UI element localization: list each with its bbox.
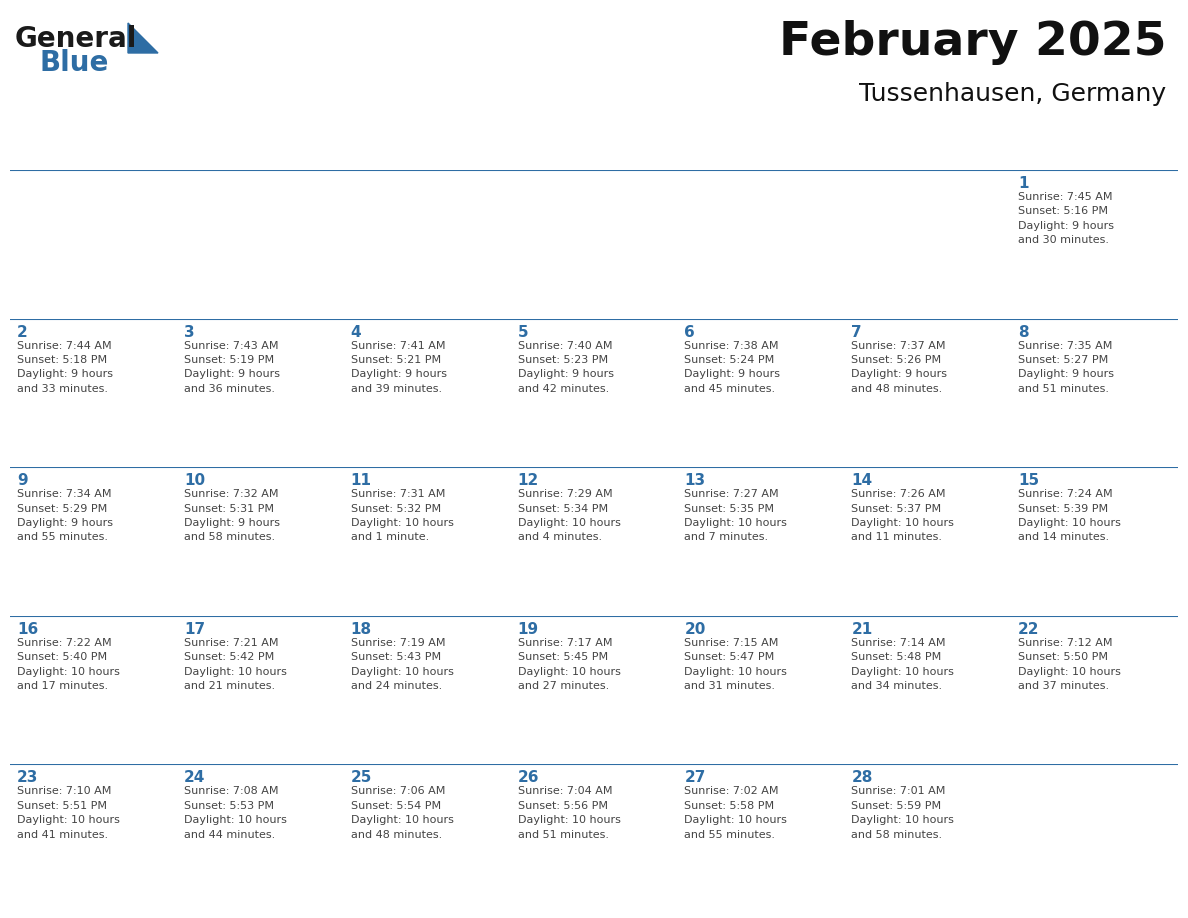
Text: Sunrise: 7:15 AM
Sunset: 5:47 PM
Daylight: 10 hours
and 31 minutes.: Sunrise: 7:15 AM Sunset: 5:47 PM Dayligh…	[684, 638, 788, 691]
Text: 2: 2	[17, 325, 27, 340]
Text: February 2025: February 2025	[779, 20, 1167, 65]
Text: 25: 25	[350, 770, 372, 786]
Text: Blue: Blue	[40, 49, 109, 77]
Text: 21: 21	[852, 621, 872, 637]
Text: Sunrise: 7:21 AM
Sunset: 5:42 PM
Daylight: 10 hours
and 21 minutes.: Sunrise: 7:21 AM Sunset: 5:42 PM Dayligh…	[184, 638, 286, 691]
Text: Sunrise: 7:32 AM
Sunset: 5:31 PM
Daylight: 9 hours
and 58 minutes.: Sunrise: 7:32 AM Sunset: 5:31 PM Dayligh…	[184, 489, 280, 543]
Text: 22: 22	[1018, 621, 1040, 637]
Polygon shape	[128, 23, 158, 53]
Text: 23: 23	[17, 770, 38, 786]
Text: Sunday: Sunday	[20, 142, 80, 158]
Text: Monday: Monday	[187, 142, 249, 158]
Text: Sunrise: 7:01 AM
Sunset: 5:59 PM
Daylight: 10 hours
and 58 minutes.: Sunrise: 7:01 AM Sunset: 5:59 PM Dayligh…	[852, 787, 954, 840]
Text: 7: 7	[852, 325, 862, 340]
Text: Sunrise: 7:26 AM
Sunset: 5:37 PM
Daylight: 10 hours
and 11 minutes.: Sunrise: 7:26 AM Sunset: 5:37 PM Dayligh…	[852, 489, 954, 543]
Text: Thursday: Thursday	[688, 142, 762, 158]
Text: Tuesday: Tuesday	[354, 142, 419, 158]
Text: Sunrise: 7:12 AM
Sunset: 5:50 PM
Daylight: 10 hours
and 37 minutes.: Sunrise: 7:12 AM Sunset: 5:50 PM Dayligh…	[1018, 638, 1121, 691]
Text: Sunrise: 7:38 AM
Sunset: 5:24 PM
Daylight: 9 hours
and 45 minutes.: Sunrise: 7:38 AM Sunset: 5:24 PM Dayligh…	[684, 341, 781, 394]
Text: 28: 28	[852, 770, 873, 786]
Text: General: General	[15, 25, 138, 53]
Text: 10: 10	[184, 473, 206, 488]
Text: 5: 5	[518, 325, 529, 340]
Text: 26: 26	[518, 770, 539, 786]
Text: Sunrise: 7:29 AM
Sunset: 5:34 PM
Daylight: 10 hours
and 4 minutes.: Sunrise: 7:29 AM Sunset: 5:34 PM Dayligh…	[518, 489, 620, 543]
Text: Sunrise: 7:17 AM
Sunset: 5:45 PM
Daylight: 10 hours
and 27 minutes.: Sunrise: 7:17 AM Sunset: 5:45 PM Dayligh…	[518, 638, 620, 691]
Text: Sunrise: 7:06 AM
Sunset: 5:54 PM
Daylight: 10 hours
and 48 minutes.: Sunrise: 7:06 AM Sunset: 5:54 PM Dayligh…	[350, 787, 454, 840]
Text: 8: 8	[1018, 325, 1029, 340]
Text: 12: 12	[518, 473, 539, 488]
Text: Sunrise: 7:40 AM
Sunset: 5:23 PM
Daylight: 9 hours
and 42 minutes.: Sunrise: 7:40 AM Sunset: 5:23 PM Dayligh…	[518, 341, 613, 394]
Text: Sunrise: 7:37 AM
Sunset: 5:26 PM
Daylight: 9 hours
and 48 minutes.: Sunrise: 7:37 AM Sunset: 5:26 PM Dayligh…	[852, 341, 947, 394]
Text: Friday: Friday	[854, 142, 904, 158]
Text: Sunrise: 7:10 AM
Sunset: 5:51 PM
Daylight: 10 hours
and 41 minutes.: Sunrise: 7:10 AM Sunset: 5:51 PM Dayligh…	[17, 787, 120, 840]
Text: Sunrise: 7:34 AM
Sunset: 5:29 PM
Daylight: 9 hours
and 55 minutes.: Sunrise: 7:34 AM Sunset: 5:29 PM Dayligh…	[17, 489, 113, 543]
Text: Sunrise: 7:41 AM
Sunset: 5:21 PM
Daylight: 9 hours
and 39 minutes.: Sunrise: 7:41 AM Sunset: 5:21 PM Dayligh…	[350, 341, 447, 394]
Text: 14: 14	[852, 473, 872, 488]
Text: 9: 9	[17, 473, 27, 488]
Text: 13: 13	[684, 473, 706, 488]
Text: Sunrise: 7:44 AM
Sunset: 5:18 PM
Daylight: 9 hours
and 33 minutes.: Sunrise: 7:44 AM Sunset: 5:18 PM Dayligh…	[17, 341, 113, 394]
Text: 4: 4	[350, 325, 361, 340]
Text: Saturday: Saturday	[1022, 142, 1093, 158]
Text: Wednesday: Wednesday	[520, 142, 614, 158]
Text: 17: 17	[184, 621, 206, 637]
Text: Sunrise: 7:02 AM
Sunset: 5:58 PM
Daylight: 10 hours
and 55 minutes.: Sunrise: 7:02 AM Sunset: 5:58 PM Dayligh…	[684, 787, 788, 840]
Text: 18: 18	[350, 621, 372, 637]
Text: Tussenhausen, Germany: Tussenhausen, Germany	[859, 83, 1167, 106]
Text: 1: 1	[1018, 176, 1029, 191]
Text: Sunrise: 7:43 AM
Sunset: 5:19 PM
Daylight: 9 hours
and 36 minutes.: Sunrise: 7:43 AM Sunset: 5:19 PM Dayligh…	[184, 341, 280, 394]
Text: Sunrise: 7:22 AM
Sunset: 5:40 PM
Daylight: 10 hours
and 17 minutes.: Sunrise: 7:22 AM Sunset: 5:40 PM Dayligh…	[17, 638, 120, 691]
Text: 15: 15	[1018, 473, 1040, 488]
Text: Sunrise: 7:08 AM
Sunset: 5:53 PM
Daylight: 10 hours
and 44 minutes.: Sunrise: 7:08 AM Sunset: 5:53 PM Dayligh…	[184, 787, 286, 840]
Text: 24: 24	[184, 770, 206, 786]
Text: Sunrise: 7:24 AM
Sunset: 5:39 PM
Daylight: 10 hours
and 14 minutes.: Sunrise: 7:24 AM Sunset: 5:39 PM Dayligh…	[1018, 489, 1121, 543]
Text: Sunrise: 7:31 AM
Sunset: 5:32 PM
Daylight: 10 hours
and 1 minute.: Sunrise: 7:31 AM Sunset: 5:32 PM Dayligh…	[350, 489, 454, 543]
Text: Sunrise: 7:14 AM
Sunset: 5:48 PM
Daylight: 10 hours
and 34 minutes.: Sunrise: 7:14 AM Sunset: 5:48 PM Dayligh…	[852, 638, 954, 691]
Text: Sunrise: 7:45 AM
Sunset: 5:16 PM
Daylight: 9 hours
and 30 minutes.: Sunrise: 7:45 AM Sunset: 5:16 PM Dayligh…	[1018, 192, 1114, 245]
Text: 6: 6	[684, 325, 695, 340]
Text: 16: 16	[17, 621, 38, 637]
Text: Sunrise: 7:27 AM
Sunset: 5:35 PM
Daylight: 10 hours
and 7 minutes.: Sunrise: 7:27 AM Sunset: 5:35 PM Dayligh…	[684, 489, 788, 543]
Text: Sunrise: 7:04 AM
Sunset: 5:56 PM
Daylight: 10 hours
and 51 minutes.: Sunrise: 7:04 AM Sunset: 5:56 PM Dayligh…	[518, 787, 620, 840]
Text: 20: 20	[684, 621, 706, 637]
Text: Sunrise: 7:35 AM
Sunset: 5:27 PM
Daylight: 9 hours
and 51 minutes.: Sunrise: 7:35 AM Sunset: 5:27 PM Dayligh…	[1018, 341, 1114, 394]
Text: 3: 3	[184, 325, 195, 340]
Text: 11: 11	[350, 473, 372, 488]
Text: 27: 27	[684, 770, 706, 786]
Text: 19: 19	[518, 621, 538, 637]
Text: Sunrise: 7:19 AM
Sunset: 5:43 PM
Daylight: 10 hours
and 24 minutes.: Sunrise: 7:19 AM Sunset: 5:43 PM Dayligh…	[350, 638, 454, 691]
